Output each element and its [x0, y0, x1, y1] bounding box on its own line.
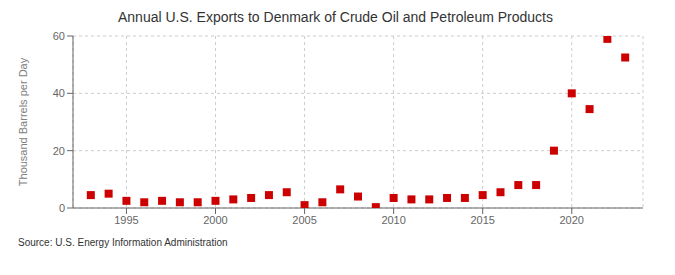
- svg-text:20: 20: [53, 145, 65, 157]
- svg-text:2005: 2005: [292, 214, 316, 226]
- svg-text:2015: 2015: [470, 214, 494, 226]
- html-text:Source: U.S. Energy Informatio: Source: U.S. Energy Information Administ…: [18, 237, 228, 248]
- svg-text:1995: 1995: [114, 214, 138, 226]
- svg-text:40: 40: [53, 87, 65, 99]
- svg-text:Thousand Barrels per Day: Thousand Barrels per Day: [17, 57, 29, 186]
- html-text:Annual U.S. Exports to Denmark: Annual U.S. Exports to Denmark of Crude …: [118, 9, 553, 25]
- svg-text:2020: 2020: [560, 214, 584, 226]
- svg-text:0: 0: [59, 202, 65, 214]
- svg-text:2000: 2000: [203, 214, 227, 226]
- svg-text:2010: 2010: [381, 214, 405, 226]
- svg-text:60: 60: [53, 30, 65, 42]
